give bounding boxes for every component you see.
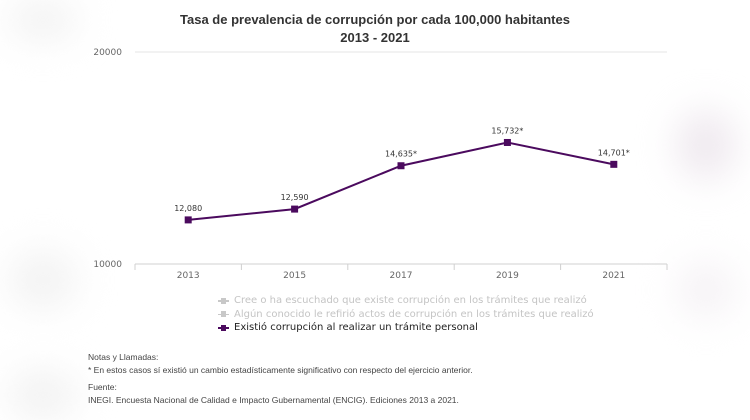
background-blur [8, 370, 78, 420]
source-text: INEGI. Encuesta Nacional de Calidad e Im… [88, 395, 459, 405]
legend-item[interactable]: Cree o ha escuchado que existe corrupció… [218, 294, 594, 308]
x-tick-label: 2021 [602, 271, 625, 281]
x-tick-label: 2013 [177, 271, 200, 281]
x-axis: 2013 2015 2017 2019 2021 [134, 264, 668, 281]
data-label: 12,590 [281, 193, 309, 202]
grid-layer: 10000 20000 [93, 48, 667, 270]
source-heading: Fuente: [88, 382, 117, 392]
data-label: 12,080 [174, 204, 202, 213]
data-point [610, 160, 618, 168]
data-label: 15,732* [491, 126, 523, 135]
series-layer [184, 138, 618, 224]
background-blur [676, 110, 736, 180]
chart-subtitle: 2013 - 2021 [340, 30, 410, 45]
x-tick-label: 2017 [390, 271, 413, 281]
legend-label: Existió corrupción al realizar un trámit… [234, 322, 478, 333]
x-tick-label: 2019 [496, 271, 519, 281]
data-point [291, 205, 299, 213]
y-tick-label: 10000 [93, 260, 122, 270]
legend-marker-icon [218, 324, 229, 332]
x-tick-label: 2015 [283, 271, 306, 281]
data-labels: 12,080 12,590 14,635* 15,732* 14,701* [174, 126, 630, 212]
chart-title: Tasa de prevalencia de corrupción por ca… [0, 11, 750, 47]
legend-marker-icon [218, 297, 229, 305]
data-label: 14,701* [598, 148, 630, 157]
legend-label: Algún conocido le refirió actos de corru… [234, 308, 594, 320]
data-point [503, 138, 511, 146]
legend-label: Cree o ha escuchado que existe corrupció… [234, 295, 587, 306]
notes-section: Notas y Llamadas: * En estos casos sí ex… [88, 352, 473, 412]
notes-heading: Notas y Llamadas: [88, 352, 159, 362]
legend-marker-icon [218, 310, 229, 318]
data-label: 14,635* [385, 150, 417, 159]
background-blur [676, 260, 736, 320]
legend: Cree o ha escuchado que existe corrupció… [218, 294, 594, 335]
background-blur [8, 250, 78, 310]
data-point [184, 216, 192, 224]
y-tick-label: 20000 [93, 48, 122, 58]
legend-item[interactable]: Algún conocido le refirió actos de corru… [218, 308, 594, 322]
notes-text: * En estos casos sí existió un cambio es… [88, 365, 473, 375]
data-point [397, 162, 405, 170]
legend-item[interactable]: Existió corrupción al realizar un trámit… [218, 321, 594, 335]
background-blur [8, 0, 78, 40]
chart-title-main: Tasa de prevalencia de corrupción por ca… [180, 12, 570, 27]
